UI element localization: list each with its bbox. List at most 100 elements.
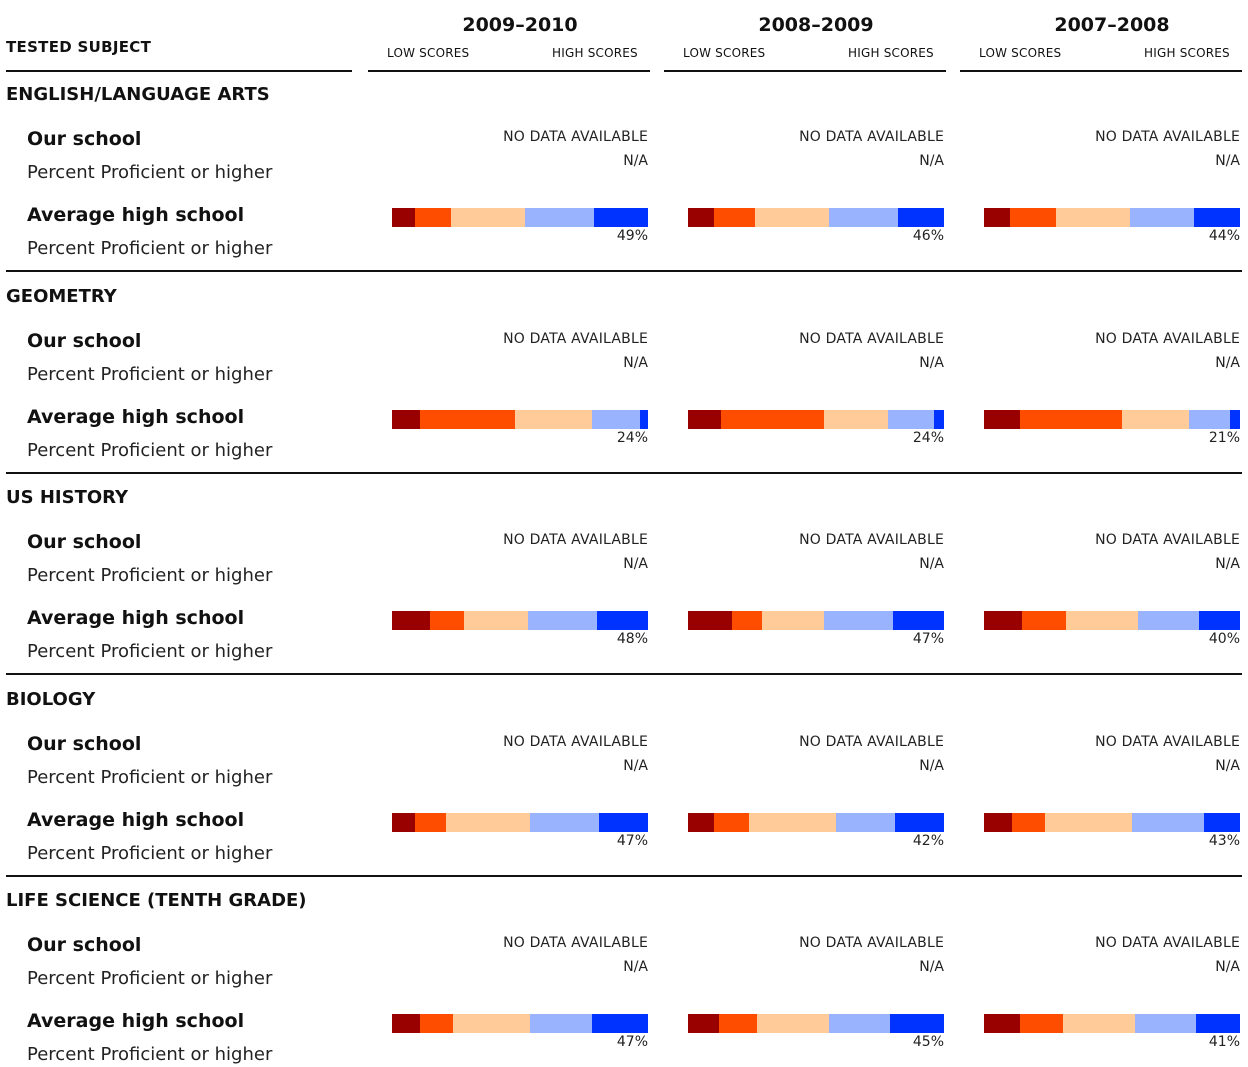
year-header: 2008–2009 <box>758 14 874 36</box>
below-basic-segment <box>713 208 755 227</box>
below-basic-segment <box>1019 1014 1064 1033</box>
average-percent-value: 41% <box>1208 1034 1240 1050</box>
average-percent-value: 47% <box>616 1034 648 1050</box>
our-school-value: N/A <box>919 959 944 975</box>
score-distribution-bar <box>688 611 944 630</box>
our-school-metric: Percent Proficient or higher <box>27 162 273 183</box>
proficient-segment <box>1137 611 1200 630</box>
far-below-basic-segment <box>392 409 421 429</box>
no-data-available: NO DATA AVAILABLE <box>503 532 648 548</box>
proficient-segment <box>823 611 893 630</box>
average-percent-value: 24% <box>616 429 648 446</box>
advanced-segment <box>897 208 944 227</box>
far-below-basic-segment <box>984 1014 1020 1033</box>
our-school-label: Our school <box>27 329 142 352</box>
proficient-segment <box>530 812 600 832</box>
below-basic-segment <box>430 611 464 630</box>
average-percent-value: 21% <box>1208 429 1240 446</box>
far-below-basic-segment <box>688 1014 719 1033</box>
below-basic-segment <box>731 611 763 630</box>
average-metric: Percent Proficient or higher <box>27 1044 273 1065</box>
score-distribution-bar <box>984 409 1240 429</box>
advanced-segment <box>892 611 944 630</box>
average-percent-value: 47% <box>616 832 648 849</box>
proficient-segment <box>1129 208 1194 227</box>
advanced-segment <box>1229 409 1240 429</box>
basic-segment <box>754 208 829 227</box>
advanced-segment <box>599 812 648 832</box>
our-school-value: N/A <box>919 556 944 572</box>
far-below-basic-segment <box>984 812 1013 832</box>
our-school-value: N/A <box>919 153 944 169</box>
our-school-metric: Percent Proficient or higher <box>27 968 273 989</box>
below-basic-segment <box>713 812 750 832</box>
advanced-segment <box>1199 611 1240 630</box>
far-below-basic-segment <box>392 611 431 630</box>
basic-segment <box>823 409 888 429</box>
basic-segment <box>453 1014 531 1033</box>
section-divider <box>6 874 1242 877</box>
proficient-segment <box>828 208 898 227</box>
average-metric: Percent Proficient or higher <box>27 842 273 864</box>
subject-title: ENGLISH/LANGUAGE ARTS <box>6 84 270 105</box>
tested-subject-header: TESTED SUBJECT <box>6 38 152 56</box>
our-school-label: Our school <box>27 531 142 553</box>
advanced-segment <box>1193 208 1240 227</box>
proficient-segment <box>525 208 595 227</box>
basic-segment <box>1063 1014 1136 1033</box>
basic-segment <box>514 409 592 429</box>
our-school-value: N/A <box>919 757 944 774</box>
our-school-metric: Percent Proficient or higher <box>27 363 273 385</box>
advanced-segment <box>1204 812 1240 832</box>
below-basic-segment <box>1009 208 1056 227</box>
high-scores-label: HIGH SCORES <box>1144 46 1230 60</box>
our-school-value: N/A <box>623 153 648 169</box>
below-basic-segment <box>718 1014 758 1033</box>
average-percent-value: 48% <box>616 631 648 647</box>
average-percent-value: 47% <box>912 631 944 647</box>
average-percent-value: 44% <box>1208 228 1240 244</box>
proficient-segment <box>1188 409 1230 429</box>
advanced-segment <box>890 1014 944 1033</box>
far-below-basic-segment <box>688 812 714 832</box>
no-data-available: NO DATA AVAILABLE <box>1095 532 1240 548</box>
our-school-label: Our school <box>27 934 142 956</box>
average-percent-value: 40% <box>1208 631 1240 647</box>
basic-segment <box>757 1014 829 1033</box>
proficient-segment <box>836 812 896 832</box>
no-data-available: NO DATA AVAILABLE <box>1095 935 1240 951</box>
far-below-basic-segment <box>688 409 722 429</box>
section-divider <box>6 673 1242 675</box>
basic-segment <box>1065 611 1138 630</box>
high-scores-label: HIGH SCORES <box>552 46 638 60</box>
basic-segment <box>445 812 531 832</box>
proficient-segment <box>1135 1014 1197 1033</box>
score-distribution-bar <box>688 812 944 832</box>
proficient-segment <box>1132 812 1205 832</box>
far-below-basic-segment <box>688 208 714 227</box>
average-metric: Percent Proficient or higher <box>27 439 273 461</box>
average-high-school-label: Average high school <box>27 204 245 226</box>
score-distribution-bar <box>392 208 648 227</box>
basic-segment <box>463 611 528 630</box>
no-data-available: NO DATA AVAILABLE <box>503 330 648 347</box>
our-school-metric: Percent Proficient or higher <box>27 766 273 788</box>
proficient-segment <box>530 1014 592 1033</box>
subject-title: LIFE SCIENCE (TENTH GRADE) <box>6 890 307 911</box>
far-below-basic-segment <box>392 208 416 227</box>
header-rule <box>6 70 352 72</box>
average-percent-value: 43% <box>1208 832 1240 849</box>
no-data-available: NO DATA AVAILABLE <box>1095 733 1240 750</box>
average-percent-value: 49% <box>616 228 648 244</box>
below-basic-segment <box>1022 611 1066 630</box>
advanced-segment <box>1196 1014 1240 1033</box>
advanced-segment <box>596 611 648 630</box>
year-header: 2007–2008 <box>1054 14 1170 36</box>
far-below-basic-segment <box>392 812 416 832</box>
far-below-basic-segment <box>984 611 1023 630</box>
no-data-available: NO DATA AVAILABLE <box>799 532 944 548</box>
no-data-available: NO DATA AVAILABLE <box>503 935 648 951</box>
no-data-available: NO DATA AVAILABLE <box>799 330 944 347</box>
subject-title: US HISTORY <box>6 487 129 508</box>
far-below-basic-segment <box>392 1014 421 1033</box>
